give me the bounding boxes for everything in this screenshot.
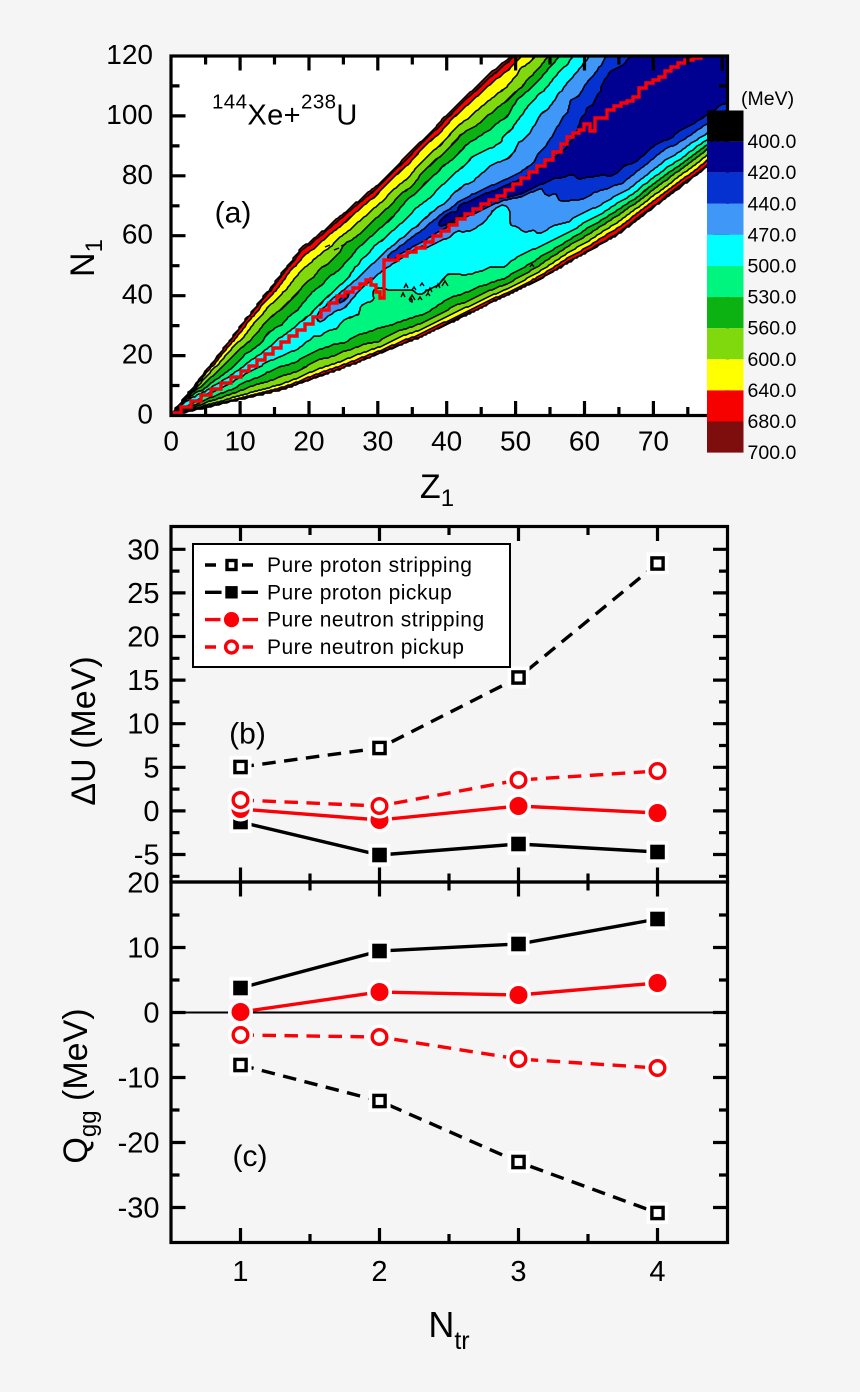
svg-text:20: 20	[122, 339, 153, 370]
svg-text:80: 80	[122, 159, 153, 190]
svg-text:Pure neutron pickup: Pure neutron pickup	[267, 636, 464, 659]
svg-text:700.0: 700.0	[748, 442, 797, 464]
svg-text:20: 20	[127, 622, 159, 654]
svg-text:30: 30	[127, 534, 159, 566]
svg-text:15: 15	[127, 665, 159, 697]
svg-text:10: 10	[127, 709, 159, 741]
svg-text:Qgg (MeV): Qgg (MeV)	[57, 1008, 102, 1163]
svg-text:440.0: 440.0	[748, 193, 797, 215]
svg-text:0: 0	[137, 399, 153, 430]
svg-text:120: 120	[106, 39, 153, 70]
svg-text:4: 4	[649, 1256, 665, 1288]
svg-text:-20: -20	[118, 1128, 160, 1160]
svg-text:60: 60	[569, 426, 600, 457]
svg-text:3: 3	[510, 1256, 526, 1288]
svg-text:0: 0	[143, 796, 159, 828]
svg-text:40: 40	[122, 279, 153, 310]
svg-text:0: 0	[143, 998, 159, 1030]
svg-text:500.0: 500.0	[748, 256, 797, 278]
svg-text:60: 60	[122, 219, 153, 250]
svg-text:470.0: 470.0	[748, 224, 797, 246]
svg-text:1: 1	[232, 1256, 248, 1288]
svg-text:ΔU (MeV): ΔU (MeV)	[65, 656, 103, 805]
svg-text:10: 10	[225, 426, 256, 457]
svg-text:(MeV): (MeV)	[741, 88, 794, 110]
svg-text:680.0: 680.0	[748, 411, 797, 433]
svg-text:70: 70	[638, 426, 669, 457]
svg-text:640.0: 640.0	[748, 380, 797, 402]
svg-text:Z1: Z1	[420, 468, 454, 512]
svg-text:30: 30	[362, 426, 393, 457]
svg-text:2: 2	[371, 1256, 387, 1288]
svg-text:(b): (b)	[229, 718, 266, 751]
svg-text:400.0: 400.0	[748, 131, 797, 153]
svg-text:0: 0	[163, 426, 179, 457]
svg-text:5: 5	[143, 752, 159, 784]
svg-text:-30: -30	[118, 1193, 160, 1225]
svg-text:Pure neutron stripping: Pure neutron stripping	[267, 609, 485, 632]
svg-text:Pure proton pickup: Pure proton pickup	[267, 581, 452, 604]
svg-text:-5: -5	[134, 840, 160, 872]
svg-text:420.0: 420.0	[748, 162, 797, 184]
svg-text:144Xe+238U: 144Xe+238U	[212, 91, 358, 132]
svg-text:(c): (c)	[233, 1140, 268, 1173]
svg-text:600.0: 600.0	[748, 349, 797, 371]
svg-text:560.0: 560.0	[748, 318, 797, 340]
svg-text:100: 100	[106, 99, 153, 130]
svg-text:(a): (a)	[215, 197, 252, 230]
svg-text:Pure proton stripping: Pure proton stripping	[267, 554, 472, 577]
svg-text:50: 50	[500, 426, 531, 457]
svg-text:530.0: 530.0	[748, 287, 797, 309]
svg-text:20: 20	[293, 426, 324, 457]
svg-text:-10: -10	[118, 1063, 160, 1095]
svg-text:20: 20	[127, 868, 159, 900]
svg-text:10: 10	[127, 933, 159, 965]
svg-text:25: 25	[127, 578, 159, 610]
svg-text:40: 40	[431, 426, 462, 457]
